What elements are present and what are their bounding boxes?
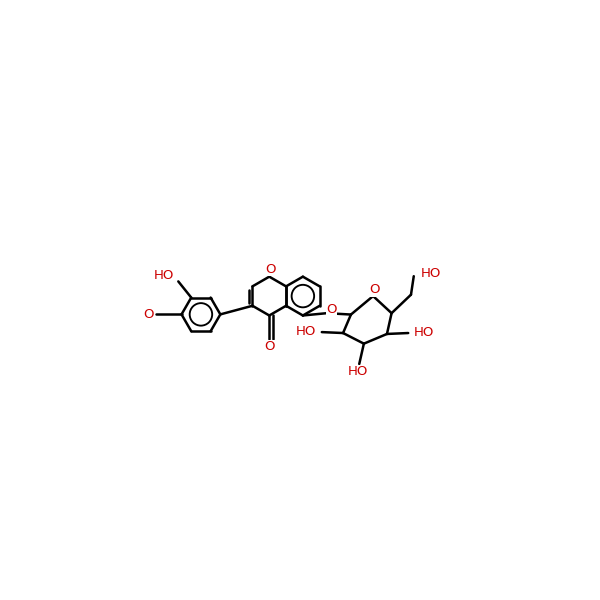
Text: HO: HO [154, 269, 175, 283]
Text: O: O [264, 340, 275, 353]
Text: HO: HO [295, 325, 316, 338]
Text: O: O [143, 308, 154, 321]
Text: O: O [326, 303, 337, 316]
Text: O: O [370, 283, 380, 296]
Text: HO: HO [347, 365, 368, 379]
Text: HO: HO [421, 267, 442, 280]
Text: O: O [265, 263, 275, 276]
Text: HO: HO [414, 326, 434, 338]
